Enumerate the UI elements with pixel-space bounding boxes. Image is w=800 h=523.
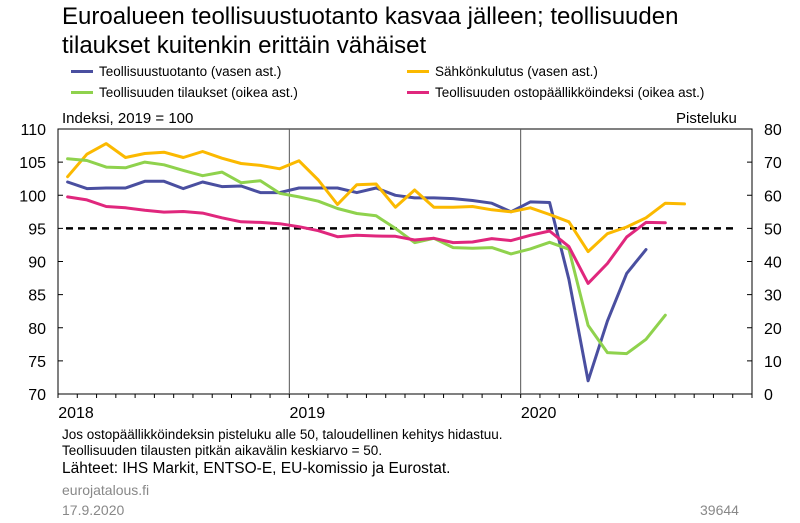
chart-id: 39644 [700, 502, 739, 518]
footnotes: Jos ostopäällikköindeksin pisteluku alle… [62, 427, 503, 479]
right-tick-label: 80 [764, 122, 782, 139]
left-tick-label: 100 [19, 188, 46, 205]
series-line-blue [66, 179, 648, 383]
right-tick-label: 40 [764, 255, 782, 272]
footnote-orders: Teollisuuden tilausten pitkän aikavälin … [62, 443, 383, 458]
series-line-green [66, 157, 667, 356]
left-tick-label: 105 [19, 155, 46, 172]
left-tick-label: 95 [28, 221, 46, 238]
legend-item-teollisuustuotanto: Teollisuustuotanto (vasen ast.) [71, 64, 281, 79]
chart-title: Euroalueen teollisuustuotanto kasvaa jäl… [62, 2, 792, 60]
left-axis-unit: Indeksi, 2019 = 100 [62, 110, 194, 127]
x-tick-label: 2020 [521, 405, 557, 422]
plot-frame [57, 128, 753, 395]
legend-label: Teollisuuden tilaukset (oikea ast.) [99, 85, 298, 100]
left-tick-label: 85 [28, 288, 46, 305]
legend-swatch-green [71, 91, 93, 94]
right-tick-label: 50 [764, 221, 782, 238]
legend-item-tilaukset: Teollisuuden tilaukset (oikea ast.) [71, 85, 298, 100]
left-tick-label: 80 [28, 321, 46, 338]
left-tick-label: 90 [28, 255, 46, 272]
footnote-pmi: Jos ostopäällikköindeksin pisteluku alle… [62, 427, 503, 442]
left-tick-label: 75 [28, 354, 46, 371]
left-tick-label: 70 [28, 387, 46, 404]
series-line-yellow [66, 142, 686, 254]
right-tick-label: 30 [764, 288, 782, 305]
series-line-magenta [66, 195, 667, 285]
right-tick-label: 10 [764, 354, 782, 371]
legend: Teollisuustuotanto (vasen ast.) Sähkönku… [0, 0, 800, 110]
sources: Lähteet: IHS Markit, ENTSO-E, EU-komissi… [62, 460, 451, 477]
right-tick-label: 0 [764, 387, 773, 404]
right-tick-label: 60 [764, 188, 782, 205]
legend-item-sahkonkulutus: Sähkönkulutus (vasen ast.) [407, 64, 598, 79]
x-tick-label: 2019 [290, 405, 326, 422]
site-name: eurojatalous.fi [62, 482, 150, 498]
legend-item-ostopaallikko: Teollisuuden ostopäällikköindeksi (oikea… [407, 85, 704, 100]
x-tick-label: 2018 [58, 405, 94, 422]
legend-swatch-magenta [407, 91, 429, 94]
right-axis-unit: Pisteluku [676, 110, 737, 127]
publish-date: 17.9.2020 [62, 502, 125, 518]
legend-label: Teollisuuden ostopäällikköindeksi (oikea… [435, 85, 705, 100]
legend-label: Sähkönkulutus (vasen ast.) [435, 64, 598, 79]
right-tick-label: 70 [764, 155, 782, 172]
right-tick-label: 20 [764, 321, 782, 338]
legend-swatch-yellow [407, 70, 429, 73]
left-tick-label: 110 [20, 122, 46, 139]
legend-label: Teollisuustuotanto (vasen ast.) [99, 64, 282, 79]
chart-title-line1: Euroalueen teollisuustuotanto kasvaa jäl… [62, 3, 679, 30]
legend-swatch-blue [71, 70, 93, 73]
chart-title-line2: tilaukset kuitenkin erittäin vähäiset [62, 32, 427, 59]
